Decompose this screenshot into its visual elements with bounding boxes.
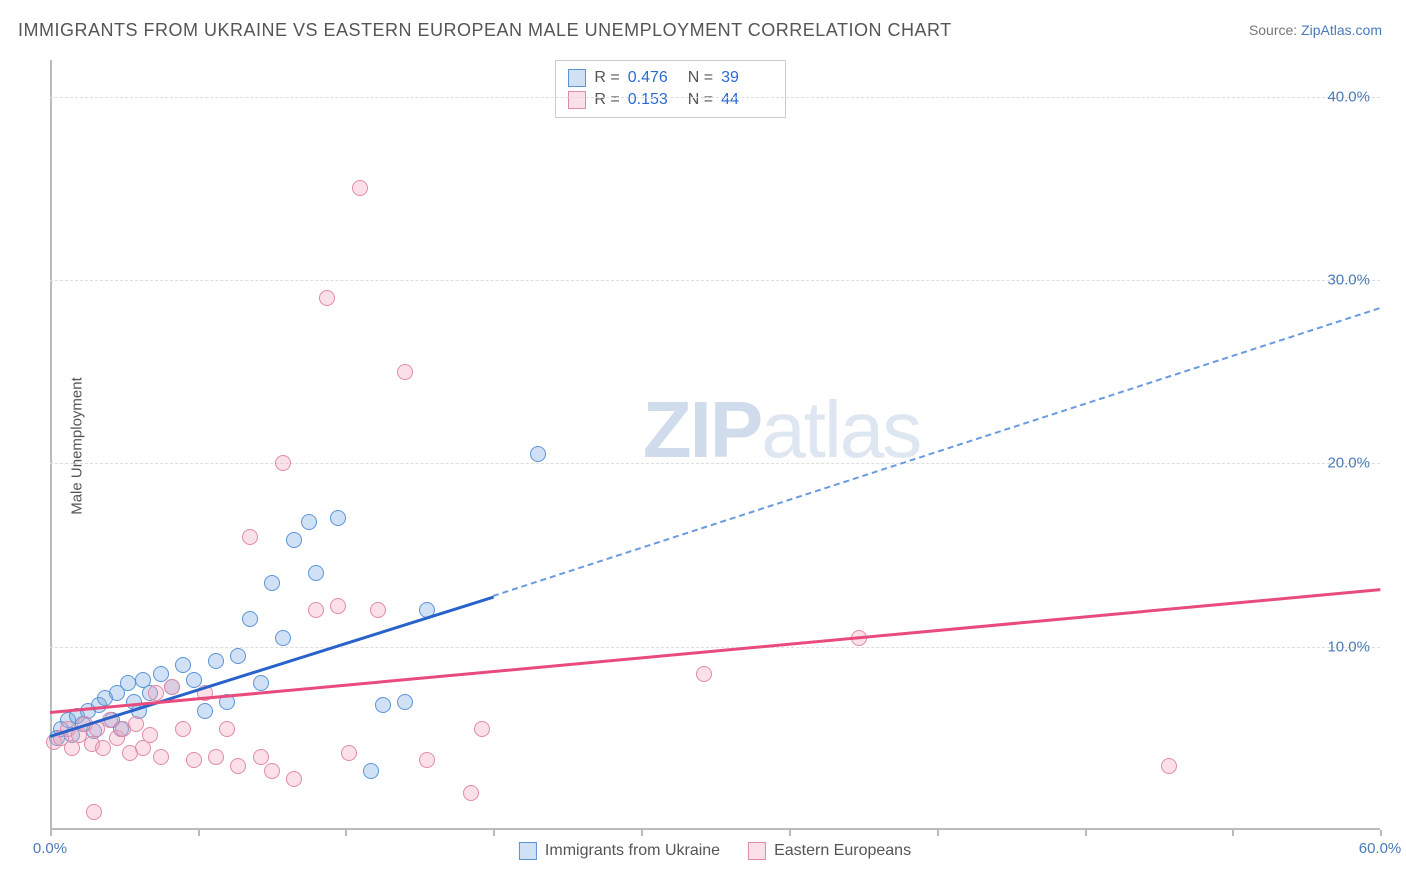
scatter-point [230,758,246,774]
scatter-point [330,598,346,614]
scatter-point [375,697,391,713]
scatter-point [230,648,246,664]
scatter-point [397,364,413,380]
scatter-point [186,752,202,768]
r-value: 0.476 [628,69,680,87]
legend-stats-row: R = 0.153 N = 44 [568,89,773,111]
watermark-light: atlas [761,385,920,474]
scatter-point [148,685,164,701]
x-tick-label: 0.0% [33,840,67,857]
scatter-point [253,675,269,691]
x-tick [937,830,939,836]
chart-title: IMMIGRANTS FROM UKRAINE VS EASTERN EUROP… [18,20,952,41]
legend-stats-box: R = 0.476 N = 39 R = 0.153 N = 44 [555,60,786,118]
n-label: N = [688,69,713,87]
scatter-point [474,721,490,737]
x-tick [493,830,495,836]
legend-item: Eastern Europeans [748,842,911,860]
scatter-point [208,653,224,669]
scatter-point [319,290,335,306]
y-tick-label: 30.0% [1327,272,1370,289]
scatter-point [120,675,136,691]
scatter-point [264,575,280,591]
watermark: ZIPatlas [643,384,920,476]
scatter-point [330,510,346,526]
scatter-point [242,529,258,545]
x-tick [50,830,52,836]
scatter-point [197,703,213,719]
x-tick-label: 60.0% [1359,840,1402,857]
trend-line [50,595,494,737]
x-tick [1085,830,1087,836]
scatter-point [286,532,302,548]
r-label: R = [594,91,619,109]
scatter-point [142,727,158,743]
legend-swatch [568,91,586,109]
legend-swatch [568,69,586,87]
scatter-point [352,180,368,196]
scatter-point [363,763,379,779]
scatter-point [175,721,191,737]
scatter-point [419,752,435,768]
scatter-point [1161,758,1177,774]
r-label: R = [594,69,619,87]
legend-swatch [519,842,537,860]
watermark-bold: ZIP [643,385,761,474]
n-label: N = [688,91,713,109]
legend-stats-row: R = 0.476 N = 39 [568,67,773,89]
legend-item: Immigrants from Ukraine [519,842,720,860]
y-tick-label: 10.0% [1327,638,1370,655]
legend-label: Immigrants from Ukraine [545,842,720,860]
x-axis [50,828,1380,830]
n-value: 44 [721,91,773,109]
scatter-point [308,602,324,618]
trend-line [50,588,1380,714]
gridline [50,647,1380,648]
source-link[interactable]: ZipAtlas.com [1301,22,1382,38]
bottom-legend: Immigrants from Ukraine Eastern Europeans [519,842,911,860]
source-prefix: Source: [1249,22,1301,38]
scatter-point [164,679,180,695]
x-tick [641,830,643,836]
scatter-point [264,763,280,779]
source-attribution: Source: ZipAtlas.com [1249,22,1382,38]
y-tick-label: 40.0% [1327,88,1370,105]
scatter-point [219,721,235,737]
scatter-point [301,514,317,530]
scatter-chart-area: ZIPatlas R =0.476N =39R =0.153N =44 Immi… [50,60,1380,830]
scatter-point [86,804,102,820]
scatter-point [242,611,258,627]
trend-line [493,308,1380,598]
x-tick [198,830,200,836]
x-tick [1380,830,1382,836]
scatter-point [153,749,169,765]
scatter-point [286,771,302,787]
scatter-point [397,694,413,710]
legend-swatch [748,842,766,860]
n-value: 39 [721,69,773,87]
gridline [50,280,1380,281]
scatter-point [175,657,191,673]
scatter-point [308,565,324,581]
scatter-point [696,666,712,682]
r-value: 0.153 [628,91,680,109]
gridline [50,97,1380,98]
legend-label: Eastern Europeans [774,842,911,860]
y-tick-label: 20.0% [1327,455,1370,472]
x-tick [345,830,347,836]
scatter-point [253,749,269,765]
scatter-point [370,602,386,618]
x-tick [789,830,791,836]
scatter-point [275,455,291,471]
scatter-point [530,446,546,462]
scatter-point [208,749,224,765]
scatter-point [128,716,144,732]
scatter-point [463,785,479,801]
scatter-point [275,630,291,646]
y-axis [50,60,52,830]
scatter-point [341,745,357,761]
gridline [50,463,1380,464]
x-tick [1232,830,1234,836]
